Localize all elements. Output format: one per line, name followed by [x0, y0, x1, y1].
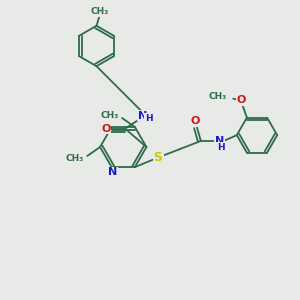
- Text: O: O: [190, 116, 200, 126]
- Text: N: N: [138, 110, 147, 121]
- Text: CH₃: CH₃: [65, 154, 84, 163]
- Text: N: N: [214, 136, 224, 146]
- Text: O: O: [101, 124, 110, 134]
- Text: CH₃: CH₃: [100, 111, 118, 120]
- Text: CH₃: CH₃: [91, 7, 109, 16]
- Text: S: S: [154, 151, 163, 164]
- Text: O: O: [237, 95, 246, 105]
- Text: CH₃: CH₃: [208, 92, 227, 101]
- Text: N: N: [108, 167, 117, 178]
- Text: H: H: [217, 143, 224, 152]
- Text: H: H: [145, 114, 153, 123]
